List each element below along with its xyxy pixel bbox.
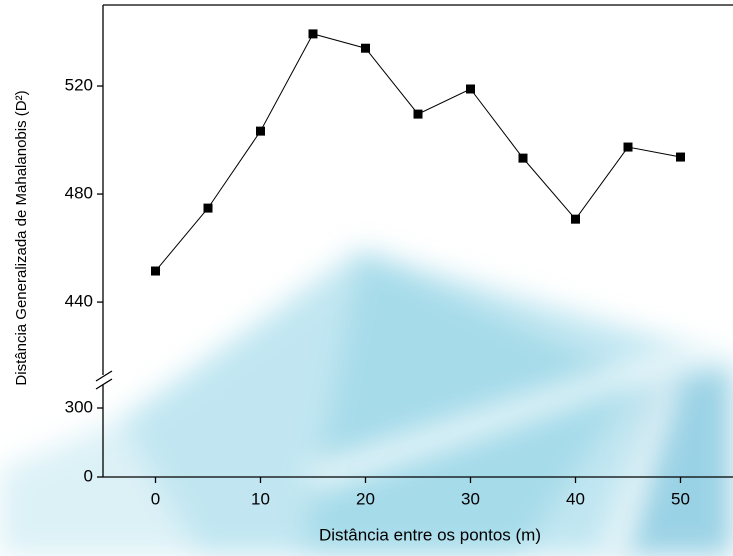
axis-break bbox=[95, 370, 113, 382]
data-point bbox=[571, 214, 580, 224]
x-tick-label: 40 bbox=[566, 489, 585, 508]
x-tick-label: 20 bbox=[356, 489, 375, 508]
data-point bbox=[466, 84, 475, 94]
y-tick-label: 0 bbox=[84, 466, 93, 485]
series-line bbox=[155, 33, 681, 272]
y-axis-label: Distância Generalizada de Mahalanobis (D… bbox=[13, 90, 30, 385]
data-point bbox=[676, 152, 685, 162]
y-tick-label: 440 bbox=[65, 292, 93, 311]
x-tick-label: 10 bbox=[251, 489, 270, 508]
background-art bbox=[0, 250, 733, 556]
x-tick-label: 50 bbox=[671, 489, 690, 508]
background-streaks bbox=[300, 330, 733, 556]
data-point bbox=[518, 153, 528, 163]
x-tick-label: 30 bbox=[461, 489, 480, 508]
data-point bbox=[151, 266, 160, 276]
y-tick-label: 480 bbox=[65, 184, 93, 203]
x-tick-label: 0 bbox=[151, 489, 160, 508]
x-axis-label: Distância entre os pontos (m) bbox=[319, 525, 541, 544]
data-point bbox=[203, 203, 213, 213]
y-tick-label: 520 bbox=[65, 76, 93, 95]
data-point bbox=[308, 29, 318, 39]
axis-break bbox=[95, 378, 113, 390]
data-point bbox=[623, 142, 633, 152]
data-point bbox=[361, 43, 370, 53]
y-tick-label: 300 bbox=[65, 397, 93, 416]
data-point bbox=[256, 126, 265, 136]
data-point bbox=[413, 109, 423, 119]
